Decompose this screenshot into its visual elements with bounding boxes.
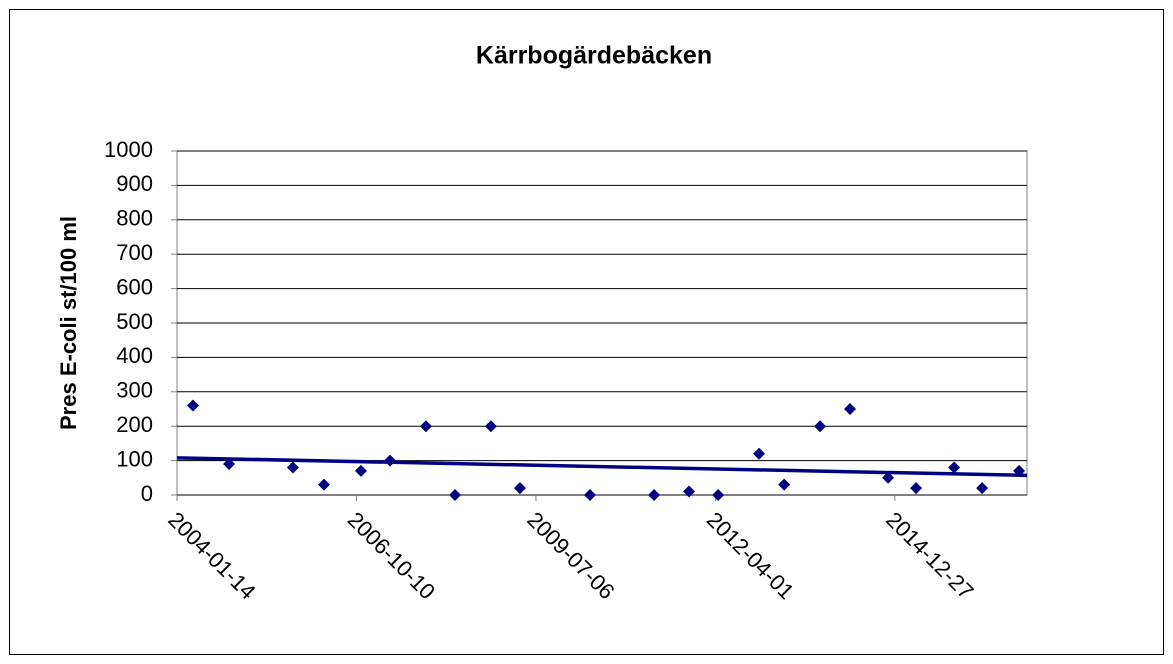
data-point bbox=[910, 482, 923, 495]
data-point bbox=[223, 458, 236, 471]
y-tick-label: 700 bbox=[116, 240, 153, 265]
y-tick-label: 0 bbox=[141, 481, 153, 506]
y-tick-label: 500 bbox=[116, 309, 153, 334]
data-point bbox=[384, 454, 397, 467]
trend-line bbox=[176, 456, 1028, 478]
data-point bbox=[317, 478, 330, 491]
data-point bbox=[683, 485, 696, 498]
data-point bbox=[484, 420, 497, 433]
data-point bbox=[844, 403, 857, 415]
data-point bbox=[948, 461, 961, 474]
data-point bbox=[583, 489, 596, 501]
data-point bbox=[354, 464, 367, 477]
y-tick-label: 600 bbox=[116, 274, 153, 299]
data-point bbox=[186, 399, 199, 412]
data-point bbox=[753, 447, 766, 460]
y-tick-label: 100 bbox=[116, 446, 153, 471]
data-point bbox=[449, 489, 462, 501]
y-tick-label: 400 bbox=[116, 343, 153, 368]
data-point bbox=[882, 471, 895, 484]
data-point bbox=[286, 461, 299, 474]
y-tick-label: 800 bbox=[116, 206, 153, 231]
data-point bbox=[778, 478, 791, 491]
y-tick-label: 200 bbox=[116, 412, 153, 437]
data-point bbox=[513, 482, 526, 495]
y-tick-label: 1000 bbox=[104, 137, 153, 162]
y-tick-label: 900 bbox=[116, 171, 153, 196]
data-point bbox=[712, 489, 725, 501]
data-point bbox=[976, 482, 989, 495]
chart-title: Kärrbogärdebäcken bbox=[476, 42, 712, 70]
data-point bbox=[1013, 464, 1026, 477]
y-tick-label: 300 bbox=[116, 378, 153, 403]
chart-frame bbox=[9, 9, 1164, 655]
data-point bbox=[419, 420, 432, 433]
y-axis-label: Pres E-coli st/100 ml bbox=[56, 216, 81, 430]
data-point bbox=[814, 420, 827, 433]
data-point bbox=[648, 489, 661, 501]
